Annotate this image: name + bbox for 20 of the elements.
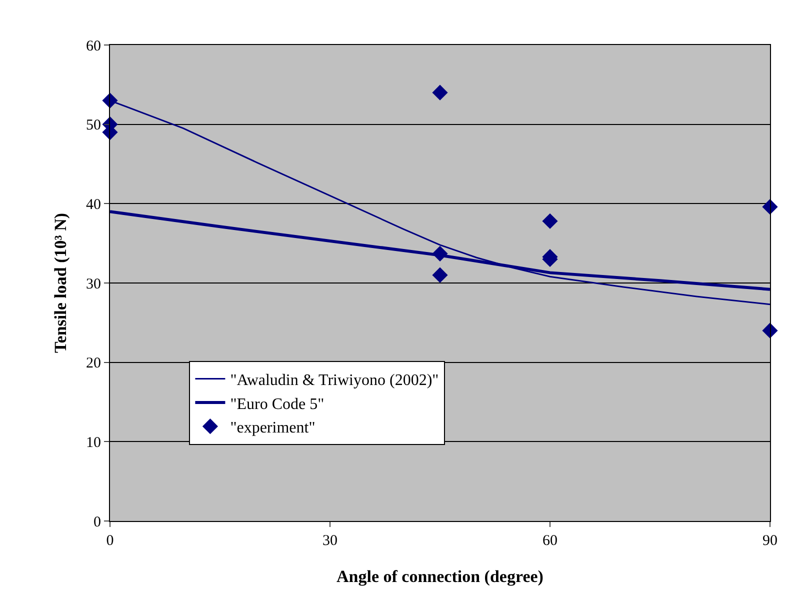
point bbox=[432, 84, 448, 100]
x-tick-label: 0 bbox=[106, 533, 114, 549]
point bbox=[432, 267, 448, 283]
point bbox=[432, 246, 448, 262]
x-tick-label: 90 bbox=[762, 533, 778, 549]
y-tick-label: 10 bbox=[86, 434, 101, 451]
legend-label: "Awaludin & Triwiyono (2002)" bbox=[230, 372, 439, 389]
y-axis-title: Tensile load (10³ N) bbox=[51, 212, 70, 354]
y-tick-label: 40 bbox=[86, 196, 101, 213]
y-tick-label: 30 bbox=[86, 276, 101, 292]
y-tick-label: 20 bbox=[86, 356, 101, 372]
legend-label: "Euro Code 5" bbox=[230, 396, 324, 413]
point bbox=[542, 213, 558, 229]
legend-label: "experiment" bbox=[230, 420, 316, 437]
y-tick-label: 0 bbox=[94, 514, 101, 530]
y-tick-label: 60 bbox=[86, 38, 101, 54]
y-tick-label: 50 bbox=[86, 118, 101, 134]
x-axis-title: Angle of connection (degree) bbox=[336, 567, 544, 586]
x-tick-label: 60 bbox=[542, 533, 558, 549]
x-tick-label: 30 bbox=[322, 533, 338, 549]
